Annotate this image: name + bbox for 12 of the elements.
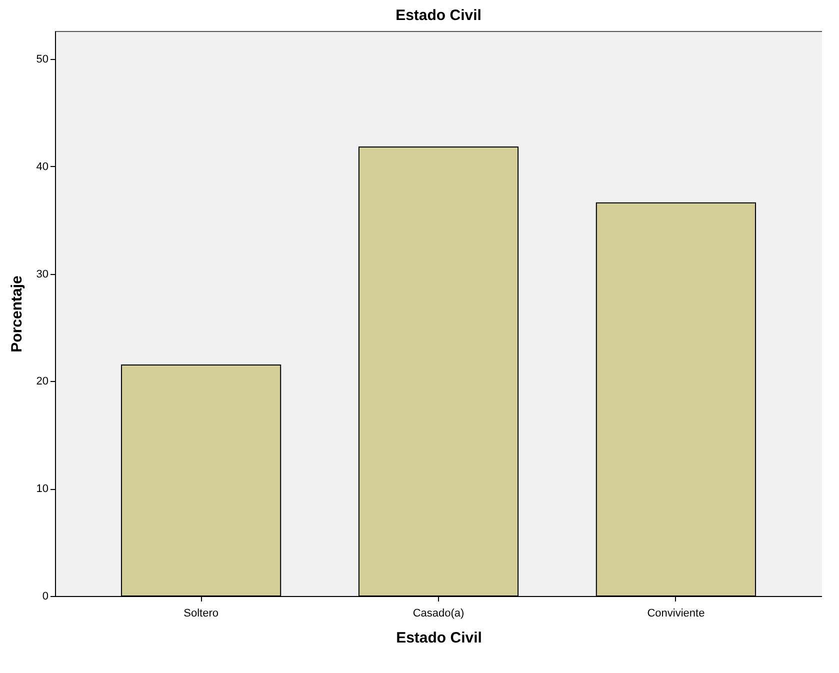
y-tick-label: 40: [36, 160, 48, 173]
y-tick-label: 30: [36, 268, 48, 280]
y-tick-label: 20: [36, 376, 48, 388]
x-tick-label: Soltero: [184, 608, 218, 620]
y-tick-label: 0: [42, 590, 48, 602]
chart-title: Estado Civil: [396, 7, 482, 24]
x-tick-label: Casado(a): [412, 608, 464, 620]
y-tick-label: 50: [36, 53, 48, 66]
x-axis-title: Estado Civil: [396, 630, 482, 646]
y-axis-title: Porcentaje: [8, 276, 26, 352]
x-tick-label: Conviviente: [647, 608, 705, 620]
y-tick-label: 10: [36, 483, 48, 496]
